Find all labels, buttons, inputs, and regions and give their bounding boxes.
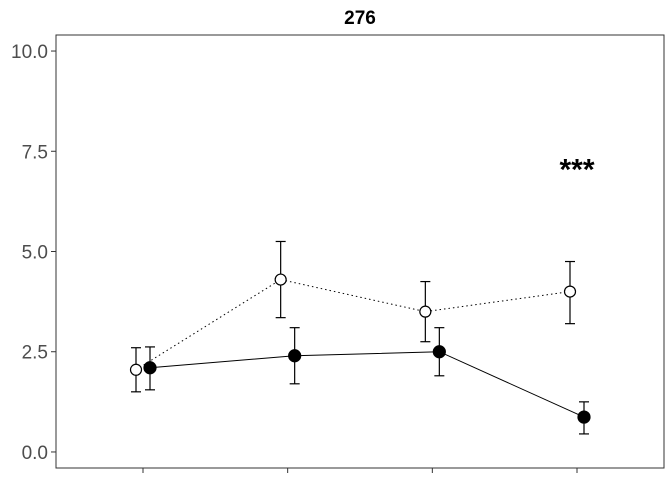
y-tick-label: 0.0 [22, 443, 48, 464]
y-tick-label: 10.0 [11, 42, 48, 63]
filled-point [143, 361, 157, 375]
y-tick-label: 5.0 [22, 243, 48, 264]
open-point [563, 285, 577, 298]
chart-title: 276 [344, 8, 376, 29]
y-tick-label: 2.5 [22, 343, 48, 364]
significance-annotation: *** [559, 153, 594, 186]
filled-point [577, 410, 591, 424]
plot-panel-border [55, 34, 665, 469]
series-line [135, 279, 571, 371]
series-1 [129, 240, 577, 393]
open-point [419, 305, 432, 318]
filled-point [288, 349, 302, 363]
open-point [129, 363, 143, 376]
series-2 [143, 327, 591, 435]
series-line [149, 351, 585, 418]
annotation-layer: *** [559, 153, 594, 186]
filled-point [432, 345, 446, 359]
open-point [274, 273, 287, 286]
series-layer [129, 240, 591, 435]
y-tick-label: 7.5 [22, 142, 48, 163]
axes: 0.0 2.5 5.0 7.5 10.0 [11, 42, 578, 473]
